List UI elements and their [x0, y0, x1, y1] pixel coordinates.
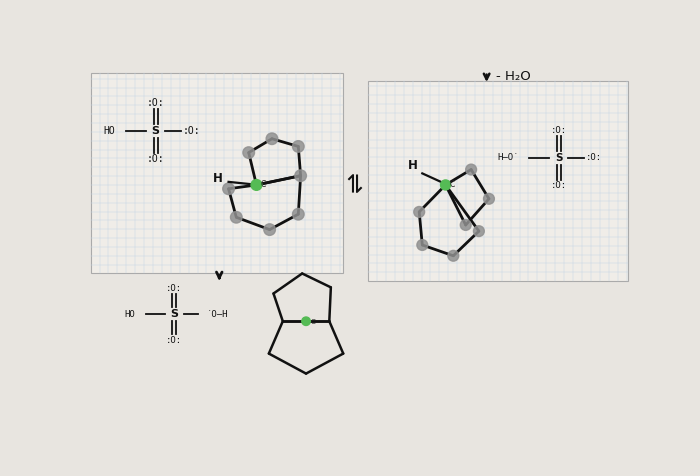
Circle shape — [264, 224, 275, 235]
Circle shape — [293, 141, 304, 152]
Circle shape — [461, 219, 471, 230]
Circle shape — [440, 180, 451, 190]
Circle shape — [293, 208, 304, 220]
Bar — [368, 81, 629, 281]
Text: ⇌: ⇌ — [344, 170, 368, 192]
Circle shape — [473, 226, 484, 237]
Circle shape — [230, 211, 242, 223]
Text: :O:: :O: — [166, 336, 183, 345]
Text: - H₂O: - H₂O — [496, 70, 531, 83]
Text: C: C — [311, 319, 316, 325]
Circle shape — [414, 207, 425, 217]
Text: ̇O–H: ̇O–H — [207, 310, 228, 319]
Text: :O:: :O: — [166, 284, 183, 293]
Text: S: S — [555, 153, 563, 163]
Text: H: H — [408, 159, 418, 172]
Text: :O:: :O: — [586, 153, 602, 162]
Circle shape — [243, 147, 255, 159]
Circle shape — [466, 164, 477, 175]
Text: C: C — [449, 180, 455, 189]
Text: :O:: :O: — [147, 154, 164, 164]
Text: H–Ȯ: H–Ȯ — [497, 153, 519, 162]
Text: HO: HO — [104, 126, 116, 136]
Text: H: H — [213, 172, 223, 185]
Circle shape — [295, 170, 307, 181]
Circle shape — [302, 317, 310, 326]
Circle shape — [223, 183, 234, 195]
Text: :O:: :O: — [551, 181, 567, 190]
Text: HO: HO — [125, 310, 136, 319]
Text: S: S — [170, 309, 178, 319]
Circle shape — [484, 193, 494, 204]
Text: S: S — [152, 126, 160, 136]
Circle shape — [417, 239, 428, 250]
Text: C: C — [260, 180, 265, 189]
Text: :O:: :O: — [183, 126, 200, 136]
Circle shape — [448, 250, 458, 261]
Text: :O:: :O: — [551, 126, 567, 135]
Bar — [90, 73, 343, 274]
Circle shape — [266, 133, 278, 145]
Circle shape — [251, 179, 262, 190]
Text: :O:: :O: — [147, 98, 164, 108]
